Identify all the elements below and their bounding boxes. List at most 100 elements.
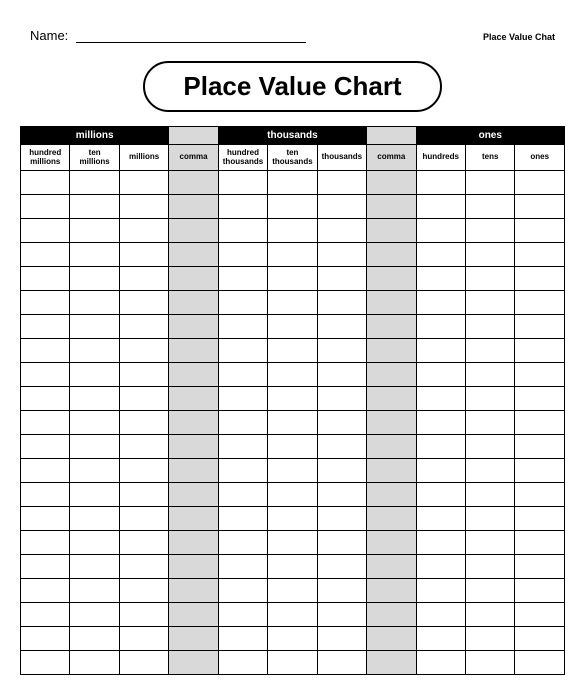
table-cell[interactable] [465,339,514,363]
table-cell[interactable] [21,219,70,243]
table-cell[interactable] [70,651,119,675]
table-cell[interactable] [268,411,317,435]
table-cell[interactable] [416,219,465,243]
table-cell[interactable] [169,435,218,459]
table-cell[interactable] [367,531,416,555]
table-cell[interactable] [465,267,514,291]
table-cell[interactable] [465,531,514,555]
table-cell[interactable] [70,171,119,195]
table-cell[interactable] [169,339,218,363]
table-cell[interactable] [119,339,168,363]
table-cell[interactable] [317,219,366,243]
table-cell[interactable] [70,483,119,507]
table-cell[interactable] [169,651,218,675]
table-cell[interactable] [169,243,218,267]
table-cell[interactable] [416,555,465,579]
table-cell[interactable] [317,171,366,195]
table-cell[interactable] [515,459,565,483]
table-cell[interactable] [317,459,366,483]
table-cell[interactable] [169,531,218,555]
table-cell[interactable] [21,483,70,507]
table-cell[interactable] [367,651,416,675]
table-cell[interactable] [465,363,514,387]
table-cell[interactable] [317,627,366,651]
table-cell[interactable] [21,435,70,459]
table-cell[interactable] [515,243,565,267]
table-cell[interactable] [367,603,416,627]
table-cell[interactable] [169,171,218,195]
table-cell[interactable] [317,651,366,675]
table-cell[interactable] [515,531,565,555]
table-cell[interactable] [70,627,119,651]
table-cell[interactable] [21,291,70,315]
table-cell[interactable] [21,387,70,411]
table-cell[interactable] [515,315,565,339]
table-cell[interactable] [515,339,565,363]
table-cell[interactable] [218,459,267,483]
table-cell[interactable] [119,243,168,267]
table-cell[interactable] [21,363,70,387]
table-cell[interactable] [367,315,416,339]
table-cell[interactable] [70,531,119,555]
table-cell[interactable] [416,651,465,675]
table-cell[interactable] [218,171,267,195]
table-cell[interactable] [465,243,514,267]
table-cell[interactable] [367,459,416,483]
table-cell[interactable] [169,267,218,291]
table-cell[interactable] [515,483,565,507]
table-cell[interactable] [515,387,565,411]
table-cell[interactable] [70,219,119,243]
table-cell[interactable] [515,267,565,291]
table-cell[interactable] [317,291,366,315]
table-cell[interactable] [169,459,218,483]
table-cell[interactable] [70,603,119,627]
table-cell[interactable] [70,267,119,291]
table-cell[interactable] [416,195,465,219]
table-cell[interactable] [21,531,70,555]
table-cell[interactable] [268,267,317,291]
table-cell[interactable] [317,531,366,555]
table-cell[interactable] [416,483,465,507]
table-cell[interactable] [367,363,416,387]
table-cell[interactable] [21,195,70,219]
table-cell[interactable] [21,411,70,435]
table-cell[interactable] [70,315,119,339]
table-cell[interactable] [218,195,267,219]
table-cell[interactable] [218,603,267,627]
table-cell[interactable] [169,555,218,579]
table-cell[interactable] [367,435,416,459]
table-cell[interactable] [317,411,366,435]
table-cell[interactable] [169,219,218,243]
table-cell[interactable] [169,483,218,507]
table-cell[interactable] [21,267,70,291]
table-cell[interactable] [416,459,465,483]
table-cell[interactable] [465,603,514,627]
table-cell[interactable] [465,435,514,459]
table-cell[interactable] [169,363,218,387]
table-cell[interactable] [416,531,465,555]
table-cell[interactable] [317,339,366,363]
table-cell[interactable] [367,339,416,363]
table-cell[interactable] [367,627,416,651]
table-cell[interactable] [515,363,565,387]
table-cell[interactable] [268,243,317,267]
table-cell[interactable] [119,483,168,507]
table-cell[interactable] [367,291,416,315]
table-cell[interactable] [515,555,565,579]
table-cell[interactable] [367,483,416,507]
table-cell[interactable] [416,315,465,339]
table-cell[interactable] [465,459,514,483]
table-cell[interactable] [218,363,267,387]
table-cell[interactable] [515,507,565,531]
table-cell[interactable] [268,507,317,531]
table-cell[interactable] [169,627,218,651]
table-cell[interactable] [21,507,70,531]
table-cell[interactable] [268,531,317,555]
table-cell[interactable] [169,291,218,315]
table-cell[interactable] [218,651,267,675]
table-cell[interactable] [317,435,366,459]
table-cell[interactable] [416,291,465,315]
table-cell[interactable] [218,411,267,435]
table-cell[interactable] [218,339,267,363]
table-cell[interactable] [416,267,465,291]
